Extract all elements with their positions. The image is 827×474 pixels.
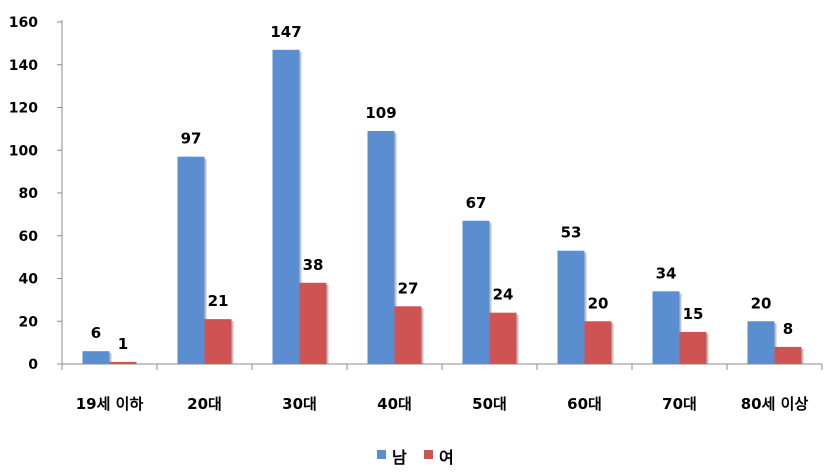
bar	[394, 306, 422, 364]
legend-swatch	[424, 450, 433, 459]
bar	[367, 131, 395, 364]
y-tick-label: 100	[9, 143, 38, 159]
data-label: 53	[561, 224, 582, 242]
data-label: 24	[493, 286, 514, 304]
y-tick-label: 140	[9, 58, 38, 74]
y-tick-label: 160	[9, 15, 38, 31]
data-labels: 61 97 21 147 38 109 27 67 24 53 20 34 15 20 8	[91, 23, 793, 353]
bar	[557, 250, 585, 364]
bar	[774, 346, 802, 364]
y-tick-label: 40	[19, 272, 39, 288]
data-label: 27	[398, 279, 419, 297]
data-label: 6	[91, 324, 101, 342]
bar	[652, 291, 680, 364]
data-label: 38	[303, 256, 324, 274]
bar	[747, 321, 775, 364]
legend-label: 여	[439, 448, 454, 467]
x-category-label: 30대	[282, 395, 317, 413]
y-tick-label: 80	[19, 186, 39, 202]
x-axis: 19세 이하 20대 30대 40대 50대 60대 70대 80세 이상	[61, 363, 823, 413]
data-label: 15	[683, 305, 704, 323]
y-axis: 0 20 40 60 80 100 120 140 160	[9, 15, 63, 373]
bar	[177, 156, 205, 364]
data-label: 97	[181, 130, 202, 148]
legend-swatch	[377, 450, 386, 459]
x-category-label: 50대	[472, 395, 507, 413]
bar	[204, 319, 232, 364]
y-tick-label: 0	[28, 357, 38, 373]
x-category-label: 19세 이하	[76, 395, 144, 413]
y-tick-label: 60	[19, 229, 39, 245]
data-label: 147	[270, 23, 301, 41]
y-tick-label: 120	[9, 101, 38, 117]
bar	[299, 282, 327, 364]
bar	[272, 49, 300, 364]
x-category-label: 80세 이상	[741, 395, 809, 413]
bar	[584, 321, 612, 364]
data-label: 109	[365, 104, 396, 122]
data-label: 1	[118, 335, 128, 353]
data-label: 20	[588, 294, 609, 312]
data-label: 8	[783, 320, 793, 338]
data-label: 21	[208, 292, 229, 310]
bar	[82, 351, 110, 364]
data-label: 20	[751, 294, 772, 312]
bar	[109, 361, 137, 364]
bar	[462, 220, 490, 364]
data-label: 67	[466, 194, 487, 212]
bar	[679, 331, 707, 364]
x-category-label: 20대	[187, 395, 222, 413]
x-category-label: 70대	[662, 395, 697, 413]
x-category-label: 40대	[377, 395, 412, 413]
data-label: 34	[656, 264, 677, 282]
bar	[489, 312, 517, 364]
x-category-label: 60대	[567, 395, 602, 413]
y-tick-label: 20	[19, 314, 39, 330]
bars	[82, 49, 804, 364]
legend-label: 남	[392, 448, 407, 467]
